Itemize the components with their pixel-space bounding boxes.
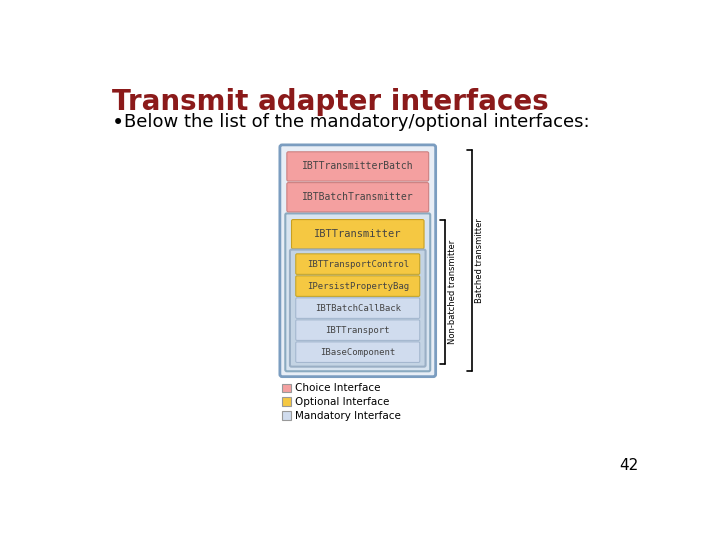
Text: Optional Interface: Optional Interface <box>294 397 389 407</box>
Text: IBTTransmitterBatch: IBTTransmitterBatch <box>302 161 413 171</box>
FancyBboxPatch shape <box>292 220 424 249</box>
FancyBboxPatch shape <box>287 183 428 212</box>
FancyBboxPatch shape <box>290 249 426 367</box>
Text: IBTTransportControl: IBTTransportControl <box>307 260 409 268</box>
Text: IBaseComponent: IBaseComponent <box>320 348 395 356</box>
FancyBboxPatch shape <box>296 298 420 319</box>
Text: IBTTransmitter: IBTTransmitter <box>314 229 402 239</box>
FancyBboxPatch shape <box>287 152 428 181</box>
Text: IBTBatchTransmitter: IBTBatchTransmitter <box>302 192 413 202</box>
FancyBboxPatch shape <box>296 254 420 274</box>
Text: •: • <box>112 112 124 132</box>
Text: IBTBatchCallBack: IBTBatchCallBack <box>315 303 401 313</box>
Text: 42: 42 <box>619 458 639 473</box>
FancyBboxPatch shape <box>296 276 420 296</box>
Text: Below the list of the mandatory/optional interfaces:: Below the list of the mandatory/optional… <box>124 112 590 131</box>
Bar <box>282 411 291 420</box>
Text: Choice Interface: Choice Interface <box>294 383 380 393</box>
FancyBboxPatch shape <box>285 213 431 372</box>
Text: Non-batched transmitter: Non-batched transmitter <box>448 239 457 343</box>
FancyBboxPatch shape <box>280 145 436 377</box>
FancyBboxPatch shape <box>296 342 420 362</box>
Bar <box>282 397 291 406</box>
Text: Batched transmitter: Batched transmitter <box>475 218 484 303</box>
Bar <box>282 383 291 392</box>
Text: Mandatory Interface: Mandatory Interface <box>294 410 400 421</box>
Text: IBTTransport: IBTTransport <box>325 326 390 335</box>
Text: Transmit adapter interfaces: Transmit adapter interfaces <box>112 88 549 116</box>
FancyBboxPatch shape <box>296 320 420 340</box>
Text: IPersistPropertyBag: IPersistPropertyBag <box>307 281 409 291</box>
